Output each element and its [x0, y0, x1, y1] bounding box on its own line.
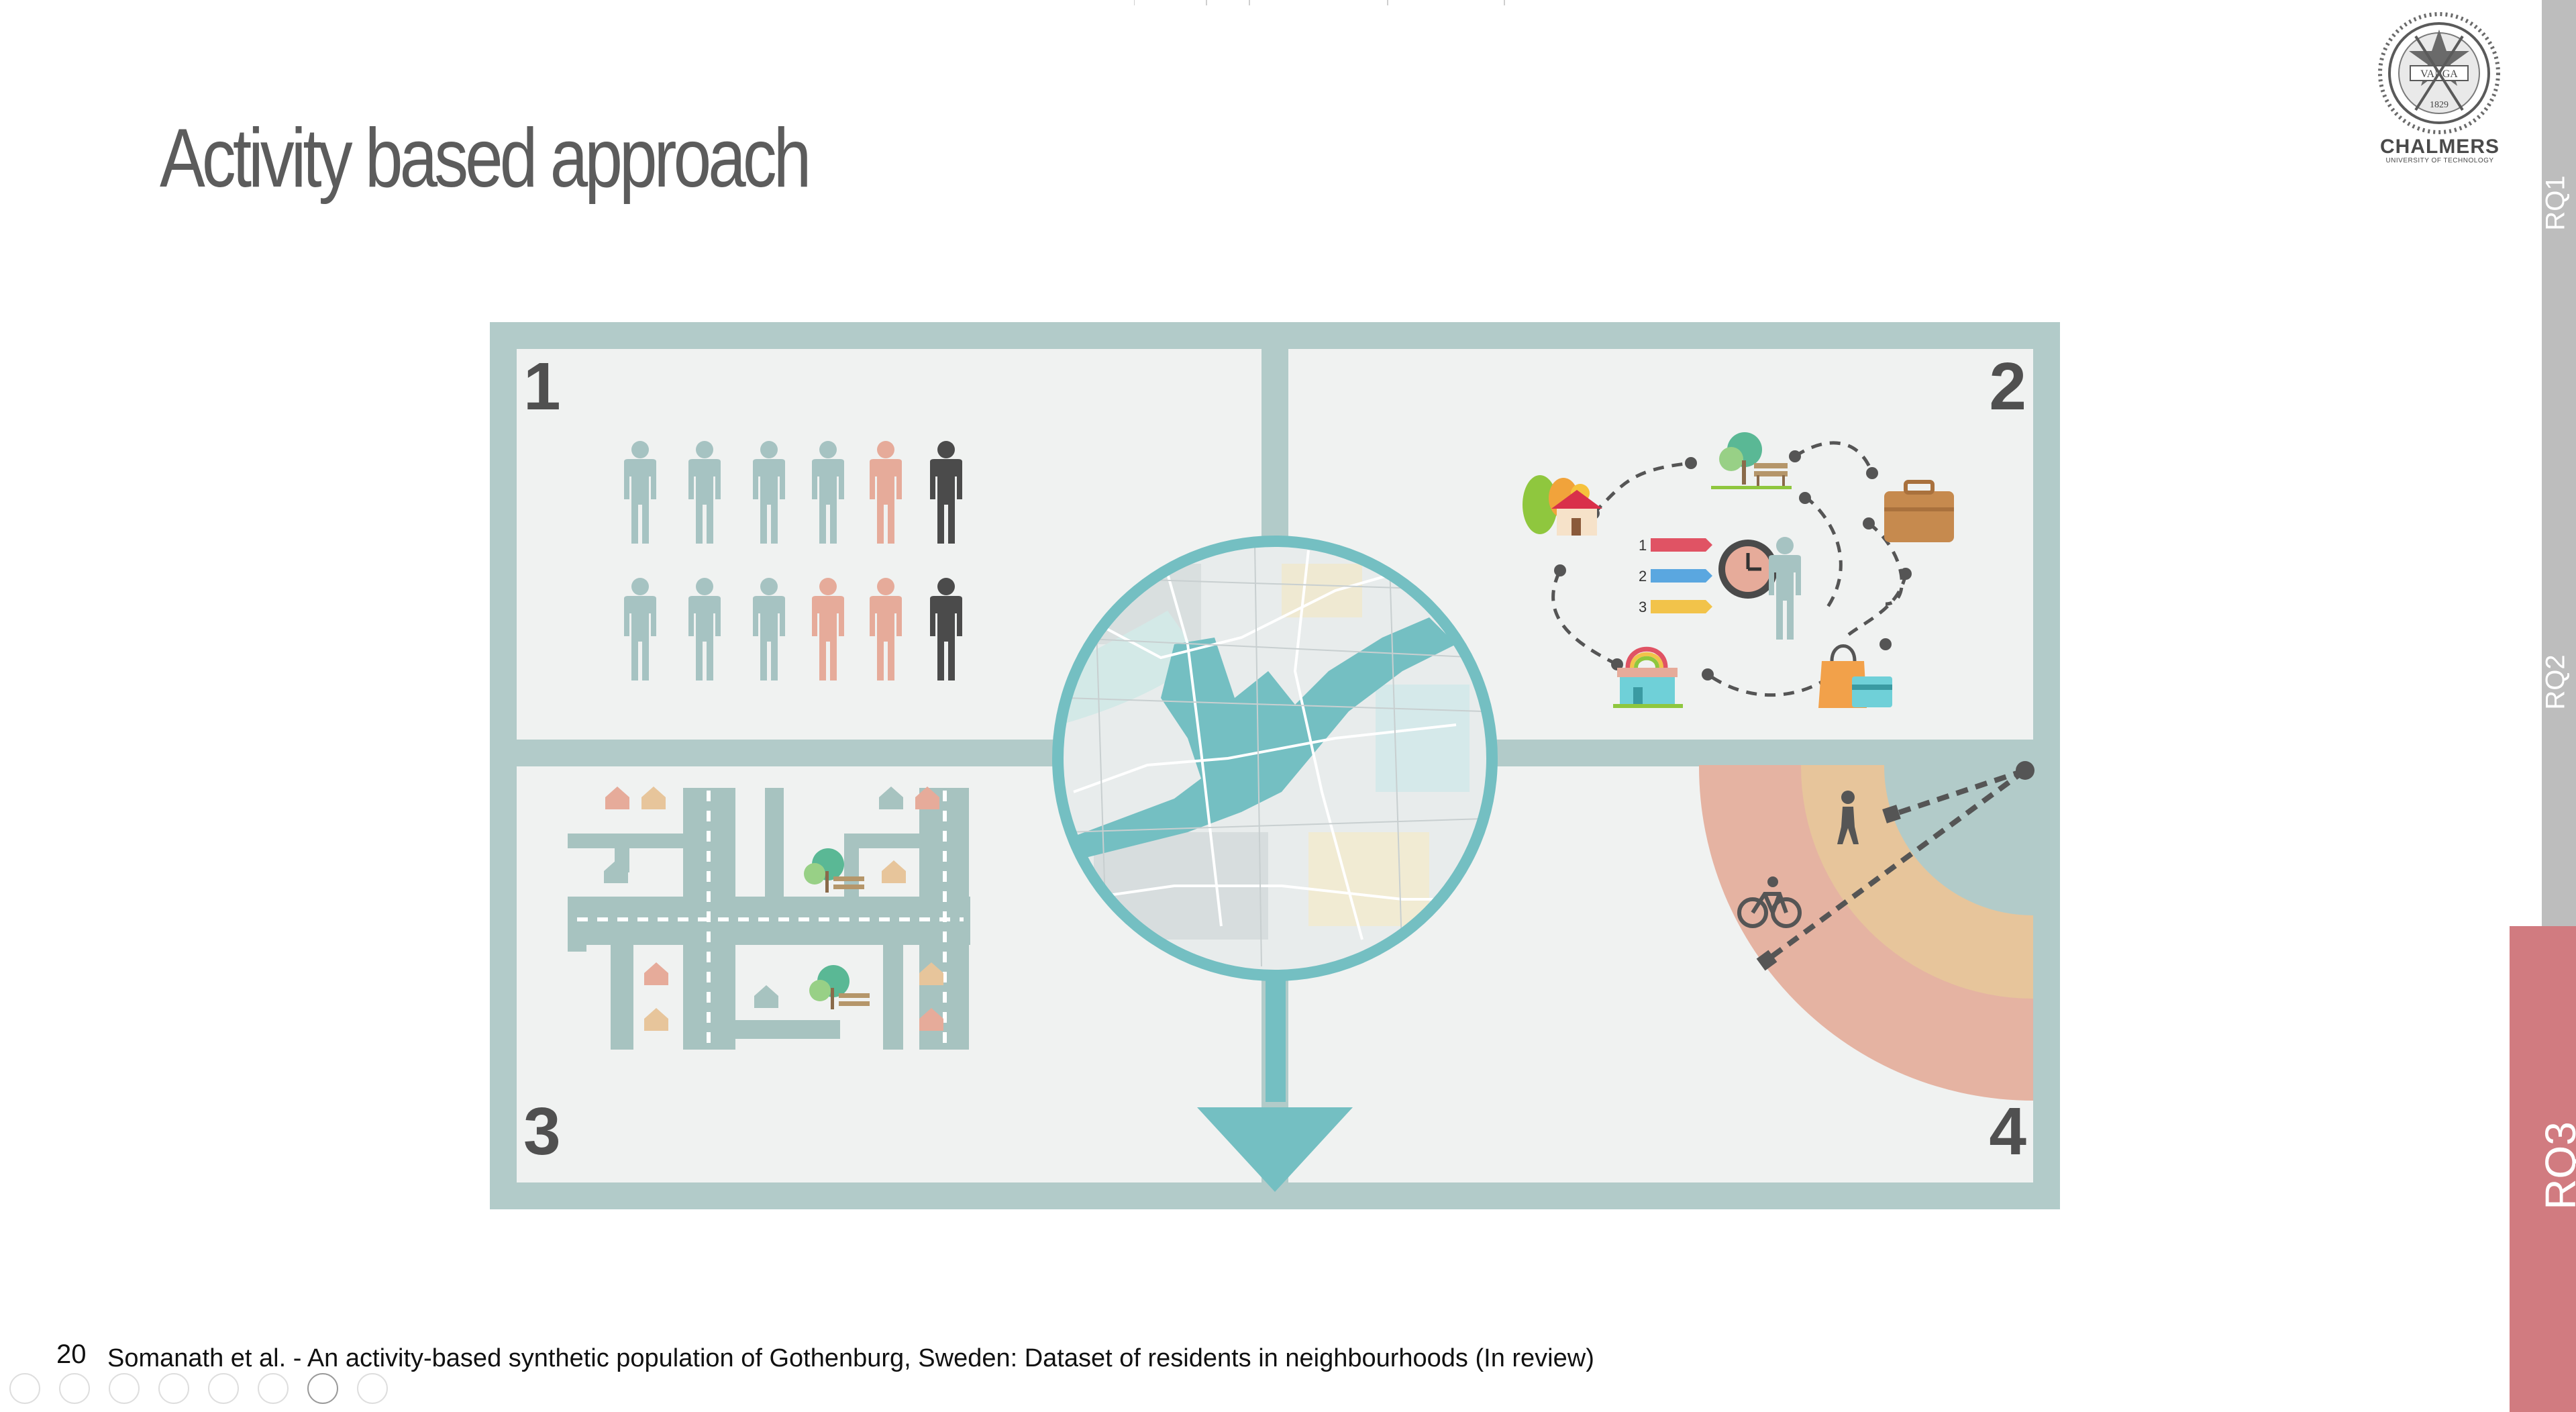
top-marks — [1134, 0, 1505, 5]
activity-figure: 1 2 3 4 — [490, 322, 2060, 1209]
more-icon[interactable] — [357, 1373, 388, 1404]
chalmers-seal-logo: VANGA 1829 — [2378, 12, 2500, 134]
slide-title: Activity based approach — [160, 112, 811, 205]
sidebar-item-label: RQ2 — [2540, 654, 2571, 710]
panel-number-4: 4 — [1989, 1094, 2026, 1169]
logo-subtitle: UNIVERSITY OF TECHNOLOGY — [2385, 157, 2494, 164]
briefcase-icon — [1884, 480, 1954, 542]
down-arrow — [1197, 980, 1353, 1192]
logo-name: CHALMERS — [2380, 136, 2500, 158]
clock-icon — [1718, 540, 1778, 599]
agenda-list: 1 2 3 — [1639, 537, 1712, 615]
panel-number-1: 1 — [523, 349, 561, 424]
activity-chain: 1 2 3 — [1523, 432, 1954, 708]
park-icon — [809, 965, 870, 1009]
sidebar-item-label: RQ3 — [2536, 1121, 2576, 1210]
previous-icon[interactable] — [9, 1373, 40, 1404]
home-icon — [1523, 475, 1602, 536]
panel-number-2: 2 — [1989, 349, 2026, 424]
street-network — [568, 787, 970, 1050]
presenter-toolbar — [9, 1373, 388, 1404]
agenda-number: 2 — [1639, 568, 1647, 585]
zoom-icon[interactable] — [208, 1373, 239, 1404]
slide-number: 20 — [56, 1340, 87, 1369]
slides-icon[interactable] — [158, 1373, 189, 1404]
shopping-icon — [1818, 644, 1892, 708]
sidebar-item-label: RQ1 — [2540, 175, 2571, 231]
shop-icon — [1613, 646, 1683, 708]
seal-year: 1829 — [2430, 100, 2449, 110]
subtitles-icon[interactable] — [258, 1373, 289, 1404]
agenda-number: 1 — [1639, 537, 1647, 554]
sidebar-item-rq1[interactable]: RQ1 — [2540, 0, 2576, 466]
sidebar-item-rq2[interactable]: RQ2 — [2540, 466, 2576, 926]
city-map — [1052, 536, 1498, 981]
citation-text: Somanath et al. - An activity-based synt… — [107, 1344, 1594, 1372]
agenda-number: 3 — [1639, 599, 1647, 615]
camera-icon[interactable] — [307, 1373, 338, 1404]
pen-icon[interactable] — [109, 1373, 140, 1404]
next-icon[interactable] — [59, 1373, 90, 1404]
panel-number-3: 3 — [523, 1094, 561, 1169]
park-icon — [1711, 432, 1792, 489]
bicycle-icon — [1737, 876, 1802, 928]
pedestrian-icon — [1837, 791, 1859, 844]
sidebar-item-rq3[interactable]: RQ3 — [2510, 926, 2576, 1412]
park-icon — [804, 848, 864, 893]
radius-lines — [1756, 761, 2034, 971]
